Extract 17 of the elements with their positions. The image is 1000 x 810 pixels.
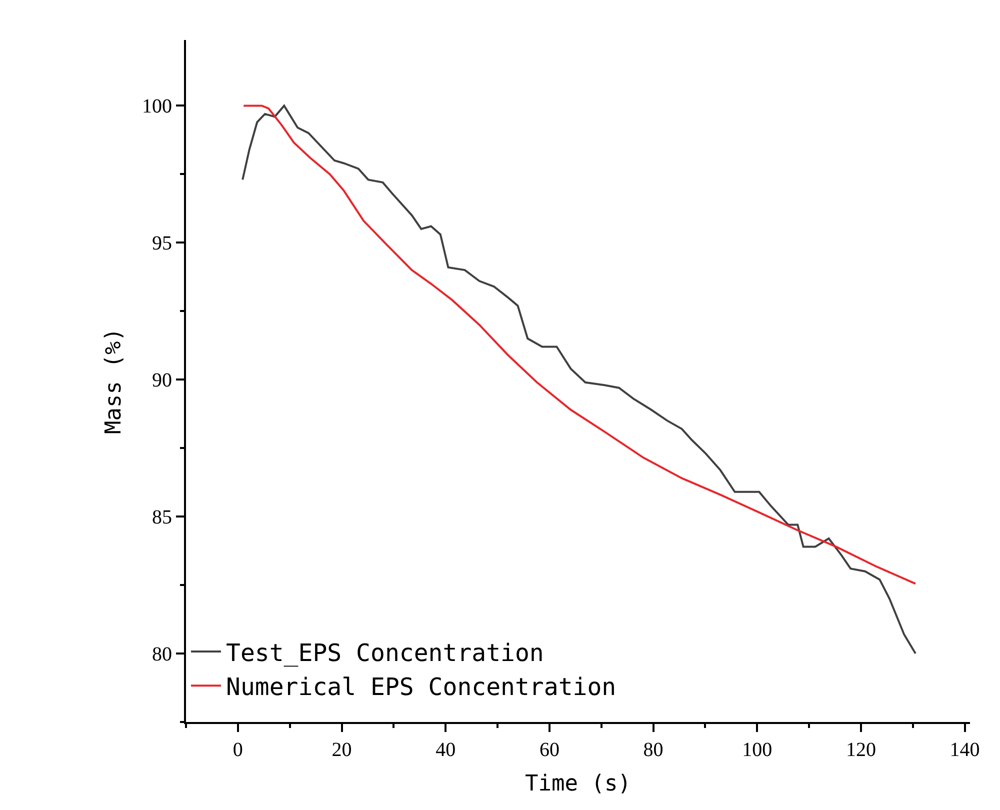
x-tick-label: 80	[643, 739, 664, 761]
y-tick-label: 95	[152, 232, 172, 255]
x-tick-label: 120	[846, 739, 876, 761]
x-tick-label: 40	[436, 739, 456, 761]
x-tick-label: 20	[332, 739, 352, 761]
legend-label: Numerical EPS Concentration	[226, 673, 616, 702]
x-axis-title: Time (s)	[525, 771, 631, 796]
y-tick-label: 100	[142, 96, 172, 118]
x-tick-label: 100	[742, 739, 772, 761]
x-tick-label: 140	[950, 739, 980, 761]
y-tick-label: 85	[152, 506, 172, 529]
y-axis-title: Mass (%)	[101, 328, 126, 434]
y-tick-label: 80	[152, 644, 172, 666]
x-tick-label: 0	[232, 739, 243, 761]
y-tick-label: 90	[152, 370, 172, 392]
x-tick-label: 60	[539, 739, 560, 761]
legend-label: Test_EPS Concentration	[226, 638, 544, 667]
